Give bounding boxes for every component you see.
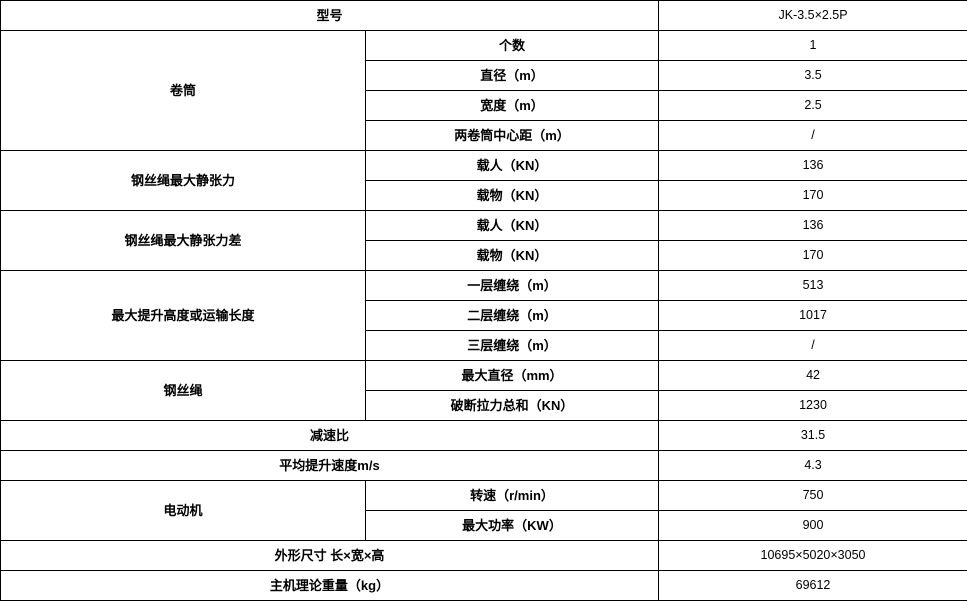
param-value: 513 bbox=[658, 270, 967, 301]
param-value: 1230 bbox=[658, 390, 967, 421]
param-value: 750 bbox=[658, 480, 967, 511]
table-row: 二层缠绕（m） 1017 bbox=[1, 300, 967, 331]
param-label: 载人（KN） bbox=[364, 150, 660, 181]
param-label: 二层缠绕（m） bbox=[364, 300, 660, 331]
param-value: 1017 bbox=[658, 300, 967, 331]
row-value: 69612 bbox=[658, 570, 967, 601]
table-row: 两卷筒中心距（m） / bbox=[1, 120, 967, 151]
table-row: 平均提升速度m/s 4.3 bbox=[0, 450, 967, 481]
param-label: 一层缠绕（m） bbox=[364, 270, 660, 301]
param-label: 转速（r/min） bbox=[364, 480, 660, 511]
table-row: 电动机 转速（r/min） 750 bbox=[0, 480, 967, 541]
table-row: 破断拉力总和（KN） 1230 bbox=[1, 390, 967, 421]
row-value: JK-3.5×2.5P bbox=[658, 0, 967, 31]
param-label: 三层缠绕（m） bbox=[364, 330, 660, 361]
table-row: 直径（m） 3.5 bbox=[1, 60, 967, 91]
param-value: 3.5 bbox=[658, 60, 967, 91]
param-label: 载物（KN） bbox=[364, 240, 660, 271]
param-value: 136 bbox=[658, 210, 967, 241]
table-row: 钢丝绳 最大直径（mm） 42 bbox=[0, 360, 967, 421]
table-row: 载物（KN） 170 bbox=[1, 180, 967, 211]
row-value: 4.3 bbox=[658, 450, 967, 481]
param-label: 载物（KN） bbox=[364, 180, 660, 211]
row-value: 10695×5020×3050 bbox=[658, 540, 967, 571]
group-label-max-static-tension: 钢丝绳最大静张力 bbox=[0, 150, 366, 211]
group-label-max-lift-height: 最大提升高度或运输长度 bbox=[0, 270, 366, 361]
param-value: 136 bbox=[658, 150, 967, 181]
table-row: 最大功率（KW） 900 bbox=[1, 510, 967, 541]
row-label: 型号 bbox=[0, 0, 660, 31]
param-value: 170 bbox=[658, 240, 967, 271]
row-label-reduction-ratio: 减速比 bbox=[0, 420, 660, 451]
param-label: 最大功率（KW） bbox=[364, 510, 660, 541]
param-value: / bbox=[658, 120, 967, 151]
row-label-dimensions: 外形尺寸 长×宽×高 bbox=[0, 540, 660, 571]
param-value: 900 bbox=[658, 510, 967, 541]
param-label: 直径（m） bbox=[364, 60, 660, 91]
param-label: 宽度（m） bbox=[364, 90, 660, 121]
param-label: 最大直径（mm） bbox=[364, 360, 660, 391]
param-label: 破断拉力总和（KN） bbox=[364, 390, 660, 421]
group-label-wire-rope: 钢丝绳 bbox=[0, 360, 366, 421]
table-row: 载物（KN） 170 bbox=[1, 240, 967, 271]
table-row: 宽度（m） 2.5 bbox=[1, 90, 967, 121]
param-value: 170 bbox=[658, 180, 967, 211]
group-label-motor: 电动机 bbox=[0, 480, 366, 541]
param-value: 2.5 bbox=[658, 90, 967, 121]
table-row: 钢丝绳最大静张力差 载人（KN） 136 bbox=[0, 210, 967, 271]
table-row: 减速比 31.5 bbox=[0, 420, 967, 451]
table-row: 主机理论重量（kg） 69612 bbox=[0, 570, 967, 601]
group-label-max-static-tension-diff: 钢丝绳最大静张力差 bbox=[0, 210, 366, 271]
param-label: 个数 bbox=[364, 30, 660, 61]
table-row: 卷筒 个数 1 bbox=[0, 30, 967, 151]
param-label: 两卷筒中心距（m） bbox=[364, 120, 660, 151]
table-row: 最大提升高度或运输长度 一层缠绕（m） 513 bbox=[0, 270, 967, 361]
param-value: / bbox=[658, 330, 967, 361]
table-row: 三层缠绕（m） / bbox=[1, 330, 967, 361]
table-row: 外形尺寸 长×宽×高 10695×5020×3050 bbox=[0, 540, 967, 571]
param-value: 42 bbox=[658, 360, 967, 391]
param-label: 载人（KN） bbox=[364, 210, 660, 241]
row-label-theoretical-weight: 主机理论重量（kg） bbox=[0, 570, 660, 601]
table-row: 钢丝绳最大静张力 载人（KN） 136 bbox=[0, 150, 967, 211]
row-value: 31.5 bbox=[658, 420, 967, 451]
row-label-average-speed: 平均提升速度m/s bbox=[0, 450, 660, 481]
param-value: 1 bbox=[658, 30, 967, 61]
table-row: 型号 JK-3.5×2.5P bbox=[0, 0, 967, 31]
group-label-juantong: 卷筒 bbox=[0, 30, 366, 151]
